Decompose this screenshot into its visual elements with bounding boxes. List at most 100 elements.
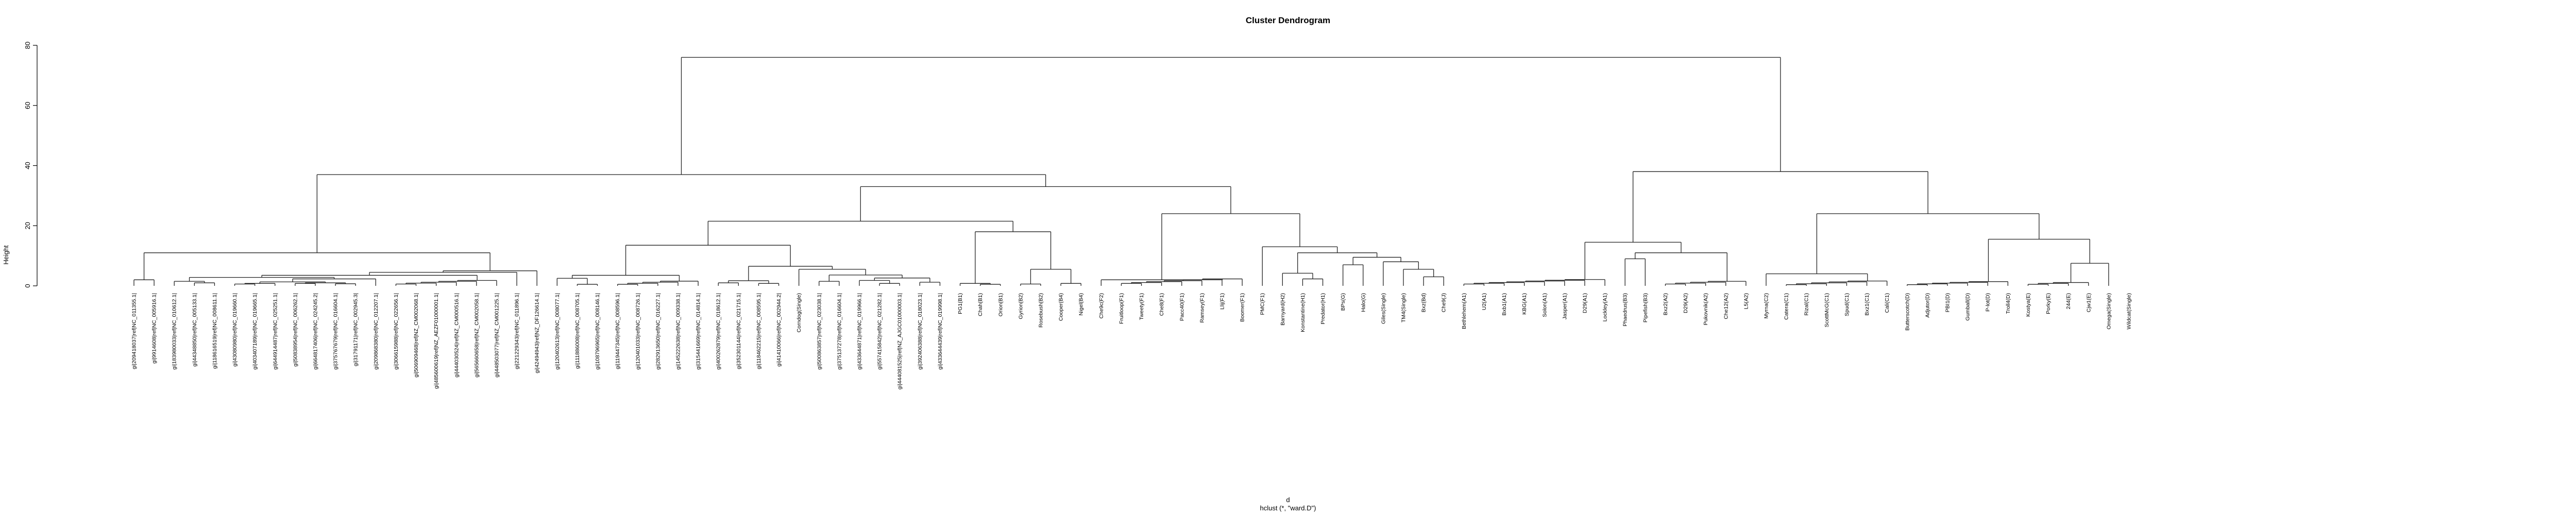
leaf-label: Cjw1(E): [2086, 293, 2092, 312]
x-axis-label: d: [1286, 496, 1290, 504]
leaf-label: Adjutor(D): [1924, 293, 1930, 318]
leaf-label: Jasper(A1): [1562, 293, 1568, 319]
leaf-label: gi|375767679|ref|NC_016604.1|: [333, 293, 339, 370]
leaf-label: Ramsey(F1): [1199, 293, 1205, 323]
leaf-label: gi|183980033|ref|NC_010612.1|: [172, 293, 178, 370]
leaf-label: gi|42494943|ref|NZ_DF126614.1|: [534, 293, 540, 373]
leaf-label: Gyrion(B2): [1018, 293, 1024, 319]
leaf-label: gi|41410066|ref|NC_002944.2|: [776, 293, 782, 367]
leaf-label: Che9c(F2): [1098, 293, 1105, 319]
leaf-label: gi|209418037|ref|NC_011355.1|: [131, 293, 138, 369]
leaf-label: Orion(B1): [997, 293, 1004, 317]
leaf-label: Fruitloop(F1): [1118, 293, 1125, 324]
leaf-label: ScottMcG(C1): [1824, 293, 1830, 328]
leaf-label: Corndog(Single): [796, 293, 802, 332]
leaf-label: gi|315441669|ref|NC_014814.1|: [696, 293, 702, 370]
leaf-label: gi|375137278|ref|NC_016604.1|: [836, 293, 842, 370]
leaf-label: Lockley(A1): [1602, 293, 1608, 321]
leaf-label: Troll4(D): [2005, 293, 2011, 314]
leaf-label: gi|500863857|ref|NC_023038.1|: [816, 293, 822, 370]
leaf-label: Rizal(C1): [1804, 293, 1810, 316]
leaf-label: P-lot(D): [1985, 293, 1991, 312]
leaf-label: D29(A1): [1582, 293, 1588, 313]
leaf-label: Llij(F1): [1219, 293, 1226, 310]
leaf-label: gi|557415842|ref|NC_021282.1|: [877, 293, 883, 370]
leaf-label: gi|448503077|ref|NZ_CM001225.1|: [494, 293, 500, 377]
leaf-label: gi|120402613|ref|NC_008077.1|: [554, 293, 561, 370]
leaf-label: gi|444030524|ref|NZ_CM000516.1|: [453, 293, 460, 377]
y-axis-label: Height: [2, 245, 10, 265]
leaf-label: Cooper(B4): [1058, 293, 1064, 321]
leaf-label: gi|111886008|ref|NC_008705.1|: [574, 293, 581, 369]
leaf-label: Che8(F1): [1159, 293, 1165, 316]
leaf-label: gi|565660658|ref|NZ_CM002058.1|: [473, 293, 480, 377]
leaf-label: gi|433644439|ref|NC_019998.1|: [937, 293, 943, 370]
leaf-label: gi|664817406|ref|NC_024245.2|: [313, 293, 319, 370]
leaf-label: Halo(G): [1360, 293, 1366, 312]
leaf-label: PMC(F1): [1260, 293, 1266, 315]
leaf-label: Gumball(D): [1965, 293, 1971, 321]
leaf-label: gi|145222638|ref|NC_009338.1|: [675, 293, 682, 370]
leaf-label: Bxz(Bd): [1421, 293, 1427, 312]
leaf-label: Butterscotch(D): [1904, 293, 1910, 331]
leaf-label: Bxz1(C1): [1864, 293, 1870, 316]
leaf-label: Giles(Single): [1380, 293, 1386, 324]
leaf-label: 244(E): [2065, 293, 2072, 310]
leaf-label: gi|108796965|ref|NC_008146.1|: [595, 293, 601, 370]
leaf-label: Pipefish(B3): [1642, 293, 1649, 322]
leaf-label: gi|119447345|ref|NC_008596.1|: [615, 293, 621, 369]
leaf-label: gi|118616519|ref|NC_008611.1|: [212, 293, 218, 369]
leaf-label: Wildcat(Single): [2126, 293, 2132, 330]
leaf-label: PG1(B1): [957, 293, 963, 314]
leaf-label: Pukovnik(A2): [1703, 293, 1709, 325]
chart-title: Cluster Dendrogram: [1246, 15, 1330, 25]
y-tick-label: 20: [24, 222, 31, 229]
leaf-label: gi|306615988|ref|NC_022656.1|: [393, 293, 399, 370]
leaf-label: gi|44348850|ref|NC_005133.1|: [192, 293, 198, 367]
leaf-label: D29(A2): [1683, 293, 1689, 313]
leaf-label: gi|43080980|ref|NC_019660.1|: [232, 293, 238, 367]
leaf-label: gi|120401033|ref|NC_008726.1|: [635, 293, 641, 370]
y-tick-label: 40: [24, 162, 31, 169]
leaf-label: Cali(C1): [1884, 293, 1890, 313]
leaf-label: gi|400262879|ref|NC_018612.1|: [716, 293, 722, 370]
leaf-label: gi|403407189|ref|NC_019665.1|: [252, 293, 258, 370]
leaf-label: KBG(A1): [1521, 293, 1528, 315]
leaf-label: Chah(B1): [977, 293, 984, 316]
leaf-label: Bethlehem(A1): [1461, 293, 1467, 329]
leaf-label: gi|433644871|ref|NC_019966.1|: [857, 293, 863, 370]
leaf-label: Phaedrus(B3): [1622, 293, 1629, 327]
leaf-label: Che12(A2): [1723, 293, 1729, 319]
leaf-label: Bxb1(A1): [1501, 293, 1507, 316]
leaf-label: gi|31791171|ref|NC_002945.3|: [353, 293, 359, 366]
leaf-label: gi|352301144|ref|NC_021715.1|: [736, 293, 742, 369]
leaf-label: U2(A1): [1481, 293, 1487, 310]
dendrogram-tree: [133, 57, 2109, 286]
leaf-label: Tweety(F1): [1139, 293, 1145, 320]
y-tick-label: 0: [24, 284, 31, 287]
leaf-label: Che9(J): [1441, 293, 1447, 312]
leaf-label: Pacc40(F1): [1179, 293, 1185, 321]
leaf-label: Solon(A1): [1541, 293, 1548, 317]
leaf-label: gi|644914487|ref|NC_025251.1|: [272, 293, 278, 370]
leaf-label: Kostya(E): [2025, 293, 2031, 317]
leaf-label: gi|485600619|ref|NZ_AEZF01000001.1|: [433, 293, 439, 389]
leaf-label: BPs(G): [1340, 293, 1346, 311]
leaf-label: gi|282913650|ref|NC_016227.1|: [655, 293, 661, 370]
leaf-label: gi|392406388|ref|NC_018023.1|: [917, 293, 923, 370]
leaf-label: Konstantine(H1): [1300, 293, 1306, 332]
y-tick-label: 60: [24, 102, 31, 109]
leaf-label: Boomer(F1): [1240, 293, 1246, 322]
leaf-label: Spud(C1): [1844, 293, 1850, 316]
leaf-label: TM4(Single): [1401, 293, 1407, 322]
leaf-label: L5(A2): [1743, 293, 1749, 310]
leaf-label: Porky(E): [2045, 293, 2052, 314]
leaf-label: Rosebush(B2): [1038, 293, 1044, 328]
leaf-label: gi|506909468|ref|NZ_CM002068.1|: [413, 293, 419, 377]
x-axis-sublabel: hclust (*, "ward.D"): [1260, 504, 1316, 512]
leaf-label: gi|221229343|ref|NC_011896.1|: [514, 293, 520, 369]
leaf-label: gi|209868380|ref|NC_012207.1|: [373, 293, 379, 370]
leaf-label: Barnyard(H2): [1280, 293, 1286, 325]
leaf-label: Omega(Single): [2106, 293, 2112, 330]
